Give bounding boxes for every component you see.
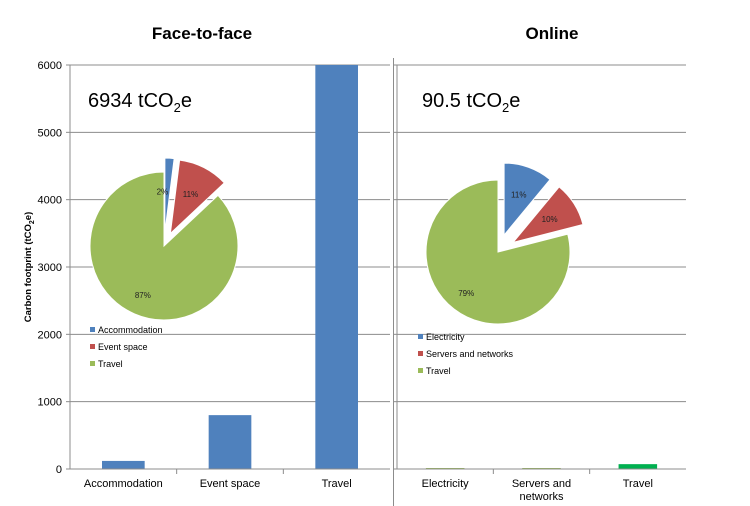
bar-2: [315, 65, 358, 469]
x-category-label: Accommodation: [84, 478, 163, 490]
legend-label: Event space: [98, 342, 148, 352]
total-value: 90.5 tCO: [422, 90, 502, 112]
x-category-label: Electricity: [422, 478, 470, 490]
x-category-label: networks: [519, 491, 564, 503]
chart-title: Face-to-face: [152, 24, 252, 43]
y-axis-label: Carbon footprint (tCO2e): [23, 212, 36, 323]
legend-label: Servers and networks: [426, 349, 514, 359]
legend-label: Electricity: [426, 332, 465, 342]
legend-label: Accommodation: [98, 325, 163, 335]
y-tick-label: 2000: [38, 329, 62, 341]
legend-swatch: [90, 361, 95, 366]
legend-swatch: [418, 368, 423, 373]
bars-layer: [102, 65, 658, 469]
total-value: 6934 tCO: [88, 90, 174, 112]
bar-0: [102, 460, 145, 469]
axes-layer: [66, 58, 686, 506]
x-category-label: Travel: [322, 478, 352, 490]
bar-1: [208, 415, 252, 469]
y-axis-label-end: e): [23, 212, 34, 220]
total-sub: 2: [174, 100, 181, 115]
y-tick-label: 3000: [38, 262, 62, 274]
legend-swatch: [90, 327, 95, 332]
pie-pct-label: 11%: [511, 190, 526, 199]
bar-2: [618, 464, 658, 469]
y-tick-label: 1000: [38, 397, 62, 409]
pie-slice-0: [164, 157, 175, 233]
total-label: 90.5 tCO2e: [422, 90, 520, 115]
legend-label: Travel: [426, 366, 451, 376]
y-tick-label: 6000: [38, 60, 62, 72]
pie-slice-1: [169, 159, 226, 235]
pie-slice-2: [425, 179, 571, 325]
chart-title: Online: [526, 24, 579, 43]
y-tick-label: 4000: [38, 195, 62, 207]
x-category-label: Servers and: [512, 478, 571, 490]
text-layer: 0 1000 2000 3000 4000 5000 6000 Carbon footprin…: [23, 24, 653, 503]
pie-pct-label: 11%: [183, 190, 198, 199]
total-end: e: [181, 90, 192, 112]
y-tick-label: 5000: [38, 127, 62, 139]
x-category-label: Travel: [623, 478, 653, 490]
y-axis-label-sub: 2: [29, 220, 36, 224]
pie-pct-label: 10%: [542, 215, 558, 224]
total-sub: 2: [502, 100, 509, 115]
pie-pct-label: 87%: [135, 291, 151, 300]
pie-slice-2: [89, 171, 239, 321]
pies-layer: [89, 157, 584, 373]
pie-slice-0: [503, 162, 551, 237]
pie-slice-1: [511, 186, 584, 244]
pie-pct-label: 2%: [157, 187, 169, 196]
legend-swatch: [418, 351, 423, 356]
legend-label: Travel: [98, 359, 123, 369]
y-axis-label-text: Carbon footprint (tCO: [23, 224, 34, 322]
pie-pct-label: 79%: [458, 289, 474, 298]
legend-swatch: [418, 334, 423, 339]
legend-swatch: [90, 344, 95, 349]
y-tick-label: 0: [56, 464, 62, 476]
total-end: e: [509, 90, 520, 112]
x-category-label: Event space: [200, 478, 261, 490]
total-label: 6934 tCO2e: [88, 90, 192, 115]
